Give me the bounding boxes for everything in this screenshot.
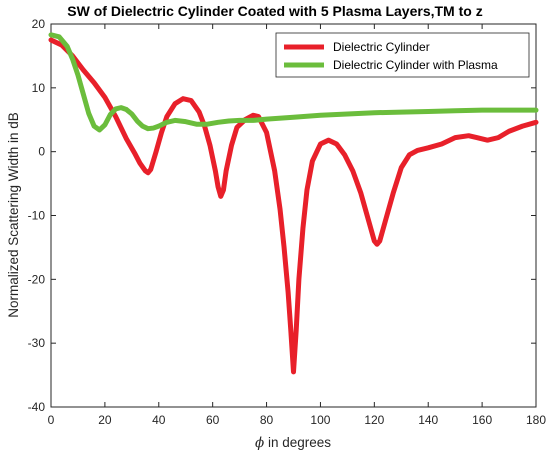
y-tick-label: -20 (28, 272, 46, 286)
y-tick-label: -10 (28, 209, 46, 223)
x-tick-label: 0 (48, 413, 55, 427)
y-axis-label: Normalized Scattering Width in dB (6, 112, 21, 318)
series-line-dielectric (48, 37, 539, 375)
x-tick-label: 80 (260, 413, 274, 427)
y-tick-label: -40 (28, 400, 46, 414)
x-axis-label: ϕ in degrees (255, 435, 331, 451)
y-tick-label: 10 (32, 81, 46, 95)
x-axis-label-text: in degrees (264, 435, 331, 450)
x-tick-label: 160 (472, 413, 492, 427)
x-tick-label: 120 (364, 413, 384, 427)
legend-box (275, 32, 530, 78)
x-tick-label: 100 (310, 413, 330, 427)
legend: Dielectric Cylinder Dielectric Cylinder … (275, 32, 530, 78)
x-tick-label: 60 (206, 413, 220, 427)
axis-ticks: 0 20 40 60 80 100 120 140 160 180 -40 -30 -20 -10 0 10 2… (28, 17, 547, 427)
series-lines (48, 32, 539, 375)
x-tick-label: 140 (418, 413, 438, 427)
x-tick-label: 40 (152, 413, 166, 427)
x-tick-label: 180 (526, 413, 546, 427)
y-tick-label: -30 (28, 336, 46, 350)
y-tick-label: 20 (32, 17, 46, 31)
legend-label-plasma: Dielectric Cylinder with Plasma (333, 58, 498, 72)
chart-title: SW of Dielectric Cylinder Coated with 5 … (67, 3, 482, 19)
series-line-plasma (48, 32, 539, 133)
legend-label-dielectric: Dielectric Cylinder (333, 40, 430, 54)
y-tick-label: 0 (38, 145, 45, 159)
x-tick-label: 20 (98, 413, 112, 427)
x-axis-label-symbol: ϕ (255, 435, 264, 451)
